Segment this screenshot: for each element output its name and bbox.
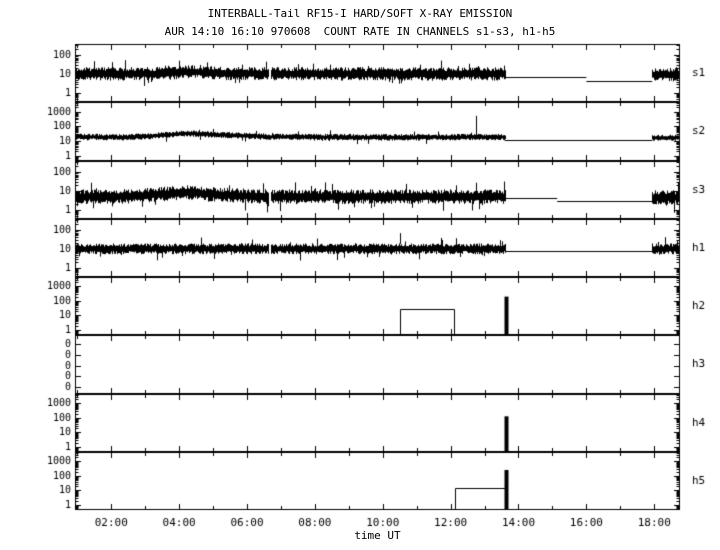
chart-subtitle: AUR 14:10 16:10 970608 COUNT RATE IN CHA…: [164, 25, 556, 38]
x-axis-label: time UT: [354, 529, 401, 542]
chart-title: INTERBALL-Tail RF15-I HARD/SOFT X-RAY EM…: [207, 7, 513, 20]
